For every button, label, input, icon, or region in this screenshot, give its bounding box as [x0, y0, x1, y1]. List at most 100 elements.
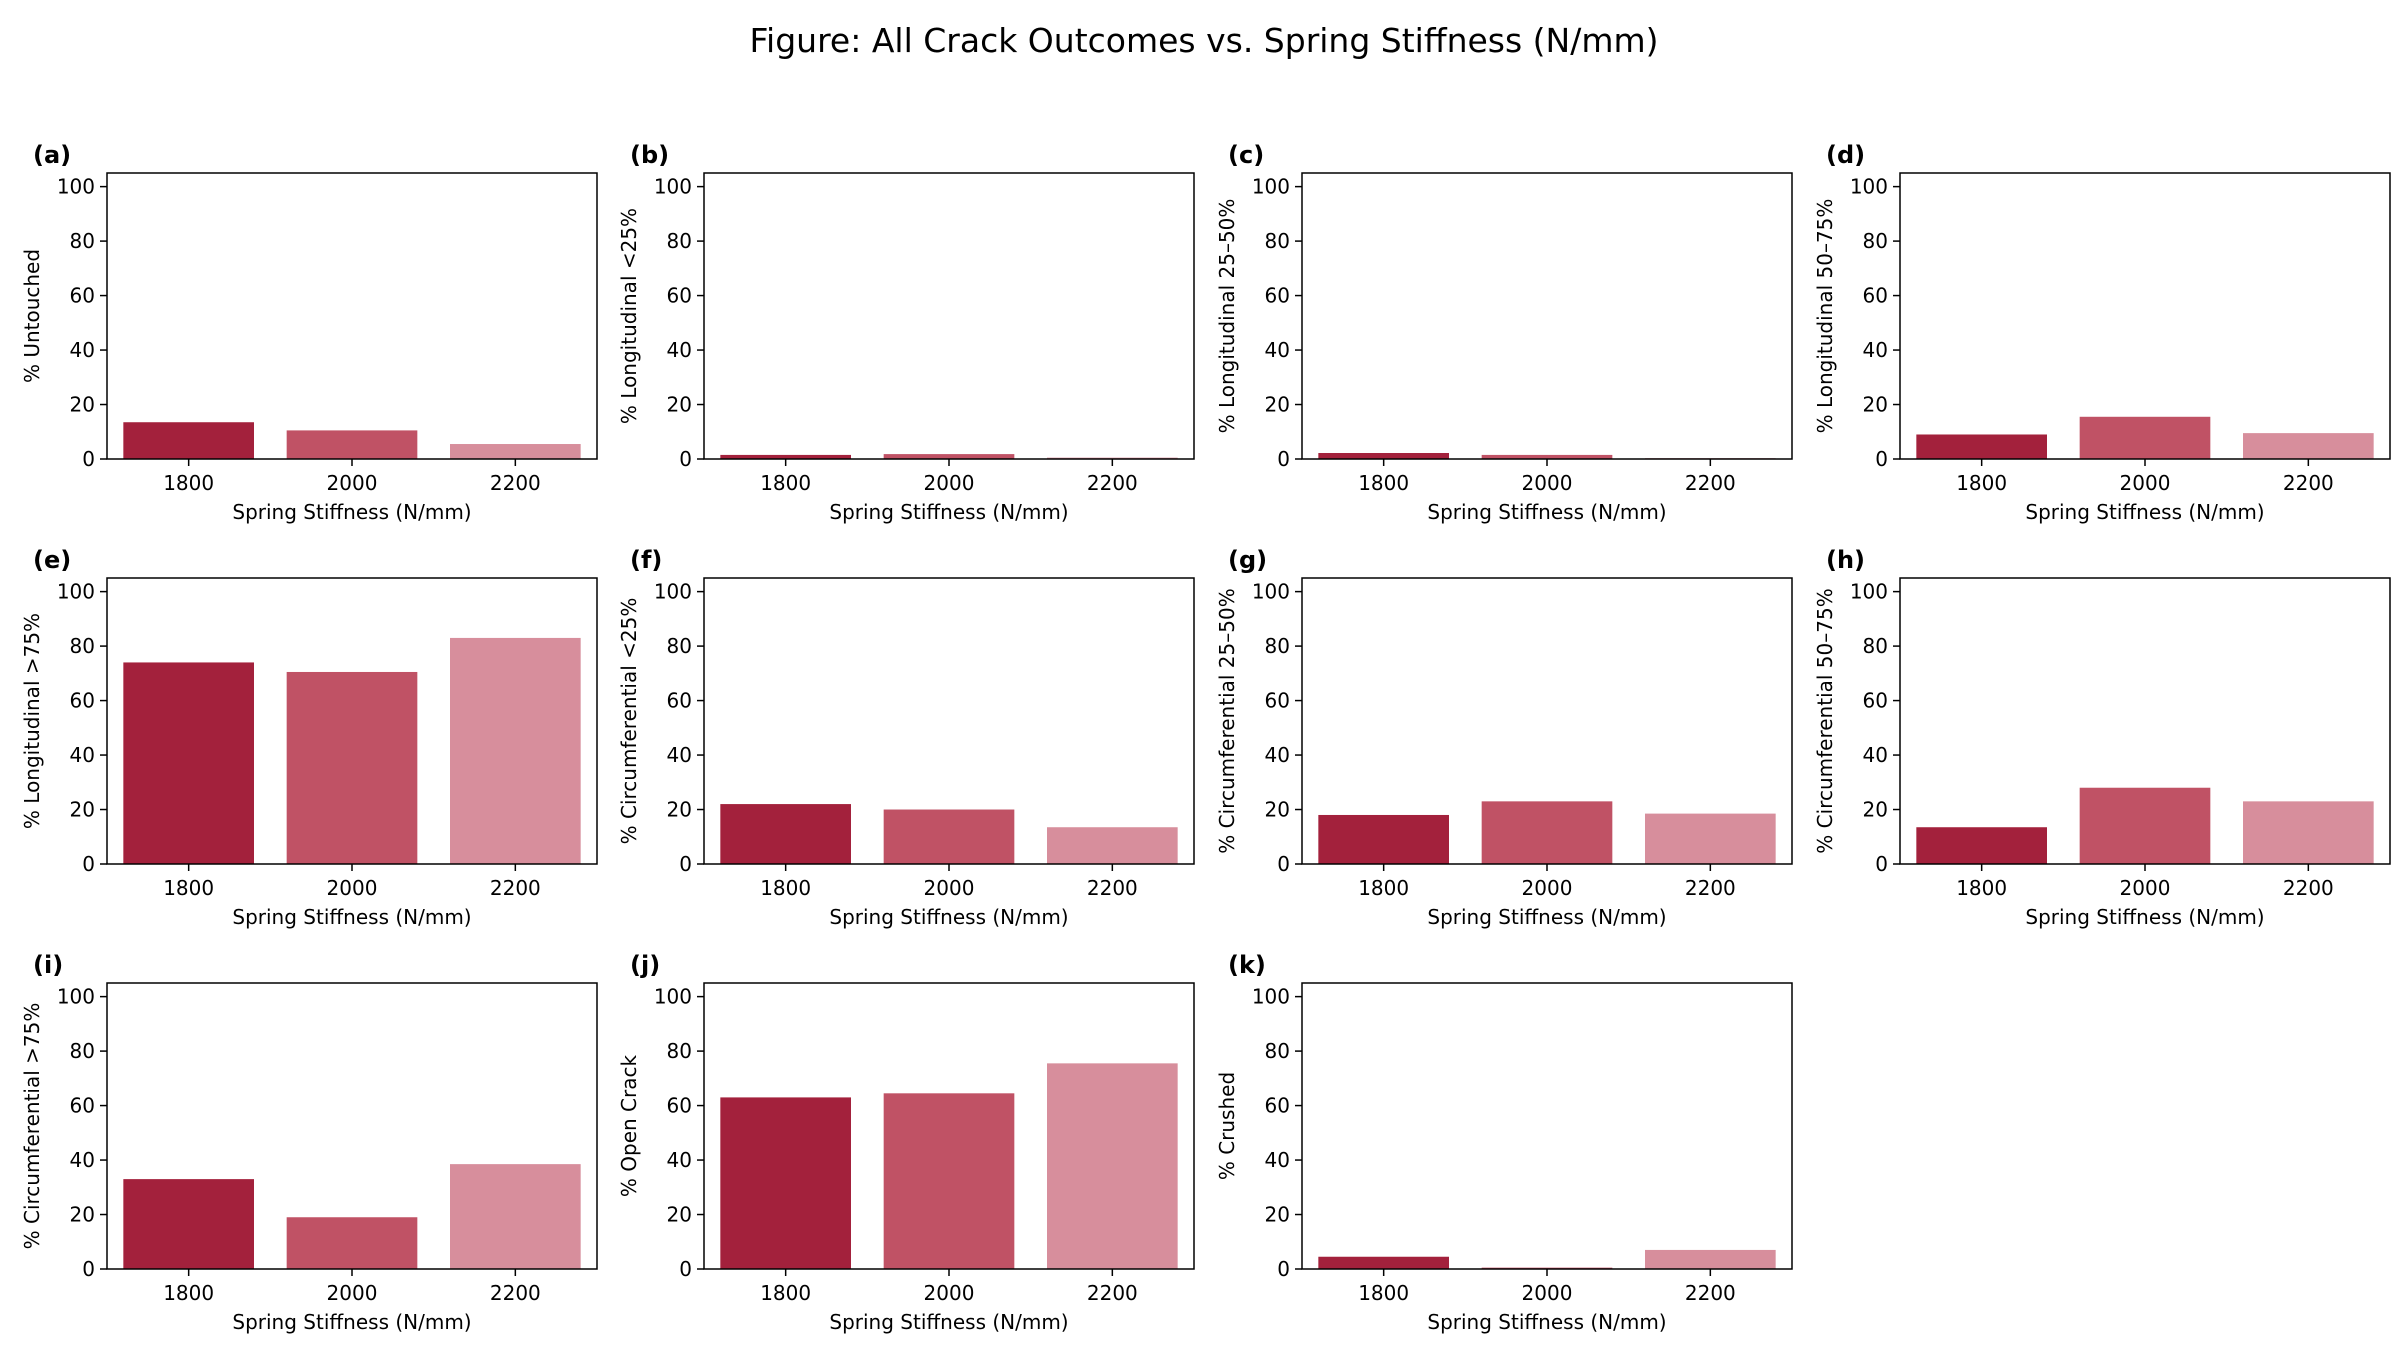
y-tick-label: 100	[1252, 985, 1290, 1009]
y-tick-label: 20	[1265, 798, 1290, 822]
y-tick-label: 40	[667, 743, 692, 767]
y-tick-label: 80	[70, 229, 95, 253]
y-tick-label: 0	[1277, 447, 1290, 471]
y-tick-label: 100	[654, 175, 692, 199]
x-tick-label: 2200	[1087, 471, 1138, 495]
bar-2000	[883, 454, 1015, 459]
y-tick-label: 20	[70, 393, 95, 417]
y-tick-label: 40	[70, 1148, 95, 1172]
axes-frame	[1899, 577, 2391, 865]
y-tick-label: 60	[70, 689, 95, 713]
panel-i: (i) 0 20 40 60 80 100 1800 2000 2200 Spring Stiffn…	[20, 951, 598, 1334]
x-tick-label: 2200	[490, 1281, 541, 1305]
bar-2000	[1481, 454, 1613, 459]
bar-2200	[2243, 801, 2374, 864]
y-tick-label: 20	[667, 393, 692, 417]
bar-1800	[1916, 827, 2047, 864]
y-tick-label: 60	[1863, 689, 1888, 713]
y-tick-label: 100	[1252, 175, 1290, 199]
y-tick-label: 0	[82, 447, 95, 471]
x-tick-label: 2200	[1685, 1281, 1736, 1305]
x-tick-label: 2000	[924, 876, 975, 900]
bar-2200	[2243, 433, 2374, 459]
bar-2000	[883, 1093, 1015, 1269]
y-tick-label: 100	[1252, 580, 1290, 604]
y-tick-label: 60	[1265, 284, 1290, 308]
y-axis-label: % Untouched	[20, 249, 44, 383]
y-tick-label: 80	[667, 229, 692, 253]
bar-1800	[1318, 814, 1449, 864]
y-tick-label: 20	[667, 1203, 692, 1227]
y-axis-label: % Circumferential <25%	[617, 598, 641, 845]
bar-2000	[1481, 801, 1613, 864]
y-tick-label: 0	[1875, 447, 1888, 471]
x-tick-label: 2200	[2283, 471, 2334, 495]
x-tick-label: 2200	[490, 876, 541, 900]
axes-frame	[1301, 982, 1793, 1270]
y-tick-label: 60	[667, 1094, 692, 1118]
panel-label: (i)	[33, 951, 63, 979]
y-tick-label: 0	[1277, 1257, 1290, 1281]
bar-1800	[123, 1179, 254, 1269]
y-tick-label: 60	[70, 284, 95, 308]
y-tick-label: 100	[57, 175, 95, 199]
y-axis-label: % Longitudinal 50–75%	[1813, 199, 1837, 434]
y-tick-label: 40	[70, 743, 95, 767]
axes-frame	[1899, 172, 2391, 460]
bar-2200	[1047, 1063, 1178, 1269]
y-tick-label: 40	[1265, 743, 1290, 767]
x-axis-label: Spring Stiffness (N/mm)	[232, 1310, 471, 1334]
bar-1800	[720, 804, 851, 864]
y-axis-label: % Circumferential >75%	[20, 1003, 44, 1250]
axes-frame	[1301, 172, 1793, 460]
bar-2000	[286, 671, 418, 864]
bar-2200	[1645, 813, 1776, 864]
y-tick-label: 40	[1863, 338, 1888, 362]
y-tick-label: 0	[679, 1257, 692, 1281]
x-tick-label: 2000	[2120, 471, 2171, 495]
y-axis-label: % Open Crack	[617, 1055, 641, 1198]
x-axis-label: Spring Stiffness (N/mm)	[232, 905, 471, 929]
panel-label: (b)	[630, 141, 669, 169]
x-tick-label: 1800	[163, 1281, 214, 1305]
y-tick-label: 60	[1863, 284, 1888, 308]
x-tick-label: 2200	[1685, 471, 1736, 495]
y-tick-label: 40	[1863, 743, 1888, 767]
panel-a: (a) 0 20 40 60 80 100 1800 2000 2200 Spring Stiffn…	[20, 141, 598, 524]
panel-h: (h) 0 20 40 60 80 100 1800 2000 2200 Spring Stiffn…	[1813, 546, 2391, 929]
y-axis-label: % Crushed	[1215, 1072, 1239, 1180]
x-tick-label: 1800	[1358, 1281, 1409, 1305]
bar-2000	[883, 809, 1015, 864]
figure-title: Figure: All Crack Outcomes vs. Spring St…	[749, 21, 1658, 60]
x-tick-label: 1800	[163, 471, 214, 495]
bar-2200	[1645, 1249, 1776, 1269]
bar-1800	[123, 662, 254, 864]
y-tick-label: 60	[667, 284, 692, 308]
y-axis-label: % Circumferential 50–75%	[1813, 588, 1837, 853]
y-tick-label: 80	[667, 1039, 692, 1063]
bar-2000	[2079, 787, 2211, 864]
axes-frame	[106, 982, 598, 1270]
y-tick-label: 40	[667, 338, 692, 362]
y-tick-label: 20	[667, 798, 692, 822]
panel-c: (c) 0 20 40 60 80 100 1800 2000 2200 Spring Stiffn…	[1215, 141, 1793, 524]
panel-label: (a)	[33, 141, 71, 169]
panel-label: (h)	[1826, 546, 1865, 574]
bar-1800	[720, 1097, 851, 1269]
axes-frame	[703, 172, 1195, 460]
y-tick-label: 0	[1875, 852, 1888, 876]
y-tick-label: 80	[1265, 1039, 1290, 1063]
x-tick-label: 1800	[760, 471, 811, 495]
axes-frame	[1301, 577, 1793, 865]
y-tick-label: 80	[1863, 229, 1888, 253]
x-tick-label: 2200	[1087, 876, 1138, 900]
y-tick-label: 0	[82, 852, 95, 876]
y-tick-label: 40	[70, 338, 95, 362]
panel-e: (e) 0 20 40 60 80 100 1800 2000 2200 Spring Stiffn…	[20, 546, 598, 929]
y-axis-label: % Longitudinal 25–50%	[1215, 199, 1239, 434]
y-tick-label: 100	[1850, 175, 1888, 199]
y-tick-label: 80	[1265, 229, 1290, 253]
panel-g: (g) 0 20 40 60 80 100 1800 2000 2200 Spring Stiffn…	[1215, 546, 1793, 929]
axes-frame	[703, 982, 1195, 1270]
panel-label: (j)	[630, 951, 660, 979]
